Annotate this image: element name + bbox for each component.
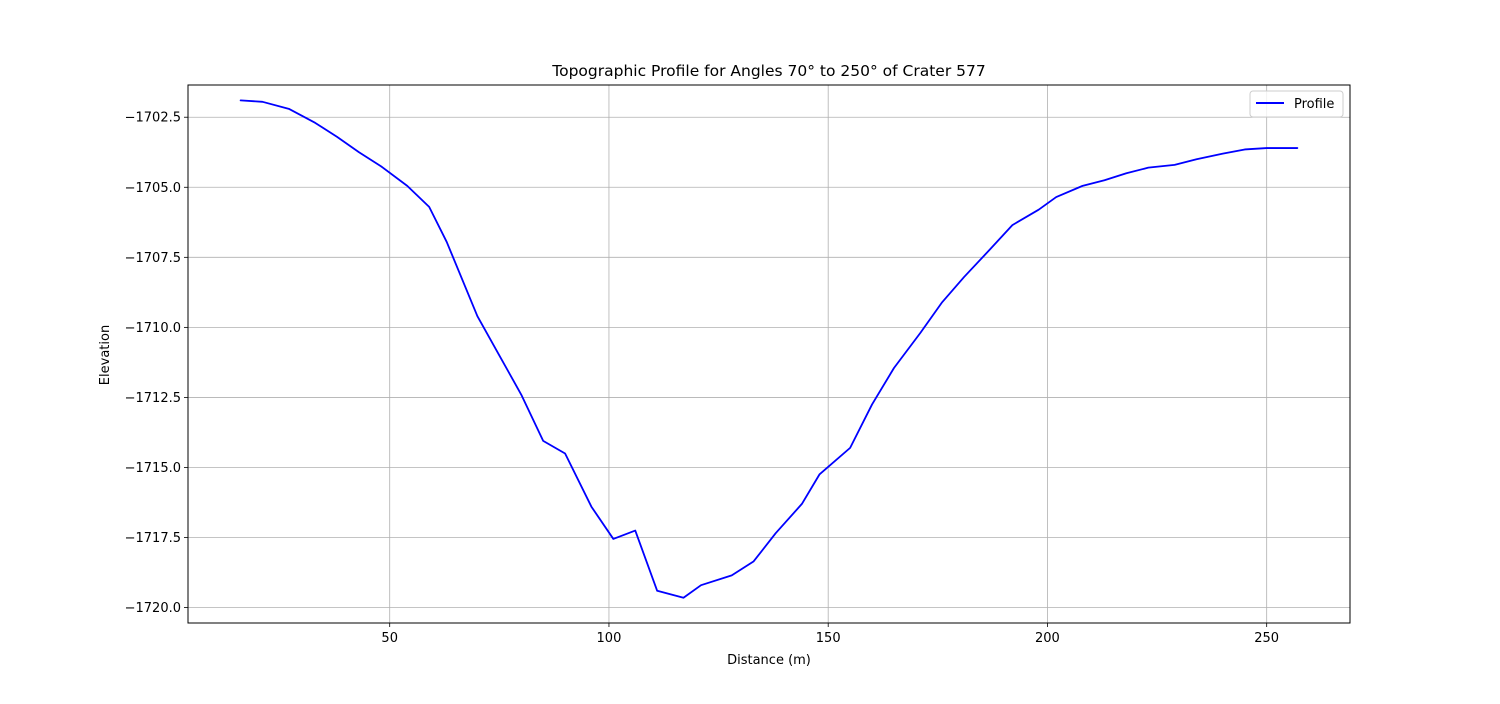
- ticks: 50 100 150 200 250 −1720.0 −1717.5 −1715.0 −1712…: [125, 111, 1279, 646]
- y-tick-label: −1702.5: [125, 111, 181, 126]
- legend: Profile: [1249, 90, 1344, 118]
- chart-title: Topographic Profile for Angles 70° to 25…: [551, 62, 985, 80]
- y-tick-label: −1720.0: [125, 601, 181, 616]
- x-axis-label: Distance (m): [727, 653, 811, 668]
- x-tick-label: 50: [381, 631, 398, 646]
- series-line-profile: [239, 99, 1299, 599]
- x-tick-label: 150: [816, 631, 841, 646]
- x-tick-label: 100: [597, 631, 622, 646]
- y-tick-label: −1715.0: [125, 461, 181, 476]
- x-tick-label: 200: [1035, 631, 1060, 646]
- y-tick-label: −1707.5: [125, 251, 181, 266]
- legend-label-profile: Profile: [1294, 97, 1334, 112]
- series-layer: [239, 99, 1299, 599]
- x-tick-label: 250: [1254, 631, 1279, 646]
- y-tick-label: −1710.0: [125, 321, 181, 336]
- grid: [188, 85, 1350, 623]
- y-axis-label: Elevation: [98, 325, 113, 385]
- y-tick-label: −1712.5: [125, 391, 181, 406]
- y-tick-label: −1717.5: [125, 531, 181, 546]
- y-tick-label: −1705.0: [125, 181, 181, 196]
- legend-box: [1249, 90, 1344, 118]
- plot-frame: [187, 84, 1351, 624]
